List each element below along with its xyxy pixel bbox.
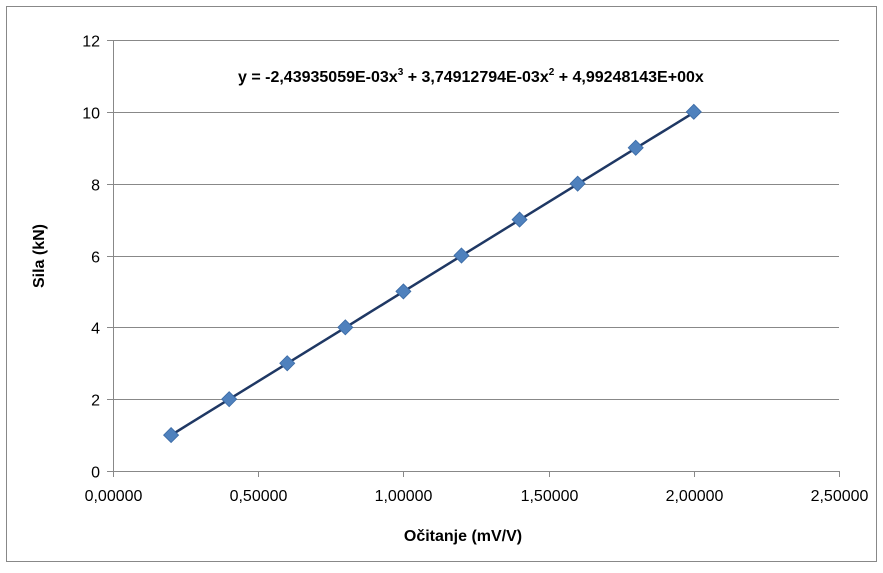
y-tick-label: 6 [91, 250, 100, 267]
equation-exponent-3: 3 [398, 67, 404, 78]
equation-exponent-2: 2 [549, 67, 555, 78]
grid-layer [113, 40, 839, 400]
x-tick-label: 1,00000 [375, 488, 433, 505]
y-tick-label: 12 [82, 34, 100, 51]
y-tick-label: 10 [82, 106, 100, 123]
data-point [569, 175, 586, 192]
data-point [453, 247, 470, 264]
data-point [337, 319, 354, 336]
trendline-layer [170, 111, 695, 437]
y-tick-label: 0 [91, 465, 100, 482]
x-tick-label: 0,00000 [85, 488, 143, 505]
y-tick-label: 4 [91, 321, 100, 338]
equation-part-2: + 3,74912794E-03x [403, 69, 549, 86]
y-axis-title: Sila (kN) [31, 224, 48, 288]
y-tick-label: 2 [91, 393, 100, 410]
equation-part-3: + 4,99248143E+00x [554, 69, 704, 86]
axis-layer: 0 2 4 6 8 10 12 0,00000 0,50000 1,00000 1,50000 2,0… [82, 34, 868, 506]
trendline [170, 111, 695, 437]
data-point [627, 139, 644, 156]
data-point [395, 283, 412, 300]
x-axis-title: Očitanje (mV/V) [404, 528, 522, 545]
y-tick-label: 8 [91, 178, 100, 195]
chart-border [6, 6, 877, 562]
x-tick-label: 2,50000 [811, 488, 869, 505]
data-points [163, 103, 702, 444]
data-point [685, 103, 702, 120]
equation-part-1: y = -2,43935059E-03x [238, 69, 398, 86]
data-point [221, 391, 238, 408]
trendline-equation: y = -2,43935059E-03x3 + 3,74912794E-03x2… [238, 67, 704, 86]
data-point [163, 427, 180, 444]
x-tick-label: 1,50000 [521, 488, 579, 505]
x-tick-label: 0,50000 [230, 488, 288, 505]
data-point [511, 211, 528, 228]
data-point [279, 355, 296, 372]
x-tick-label: 2,00000 [666, 488, 724, 505]
